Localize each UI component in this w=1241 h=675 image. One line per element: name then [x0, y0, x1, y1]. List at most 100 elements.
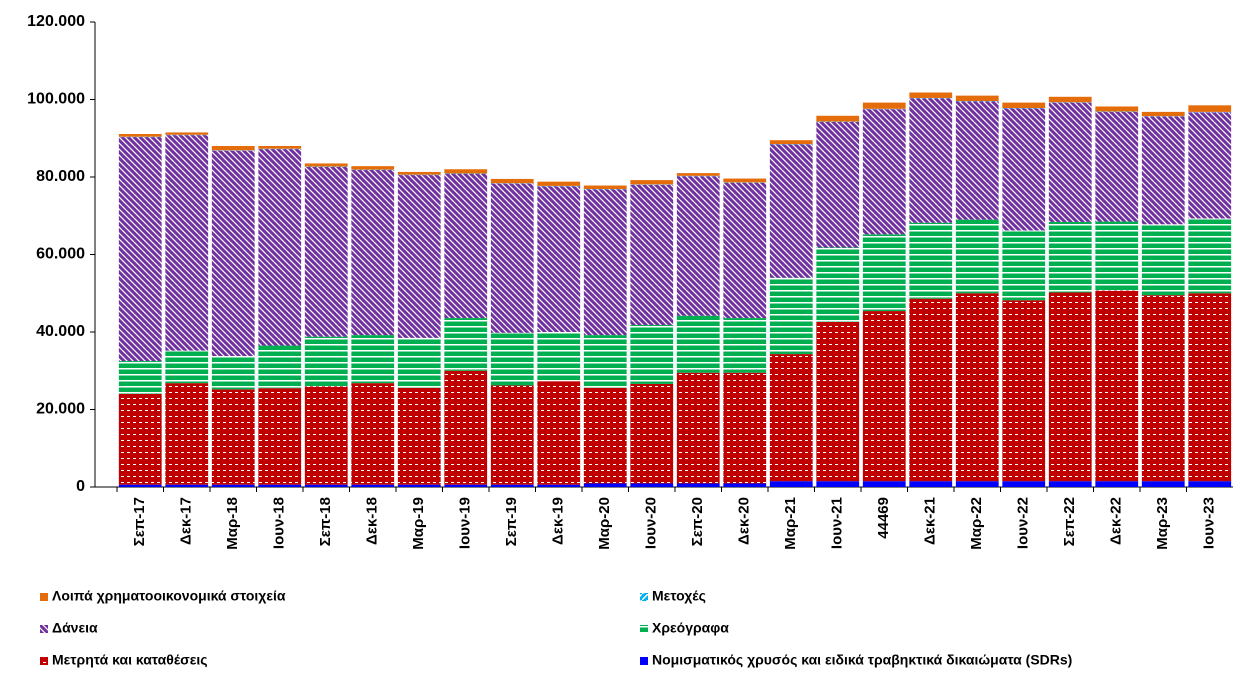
- bar-segment: [397, 484, 441, 487]
- legend-label: Μετρητά και καταθέσεις: [52, 652, 208, 668]
- bar-segment: [1095, 481, 1139, 487]
- bar-segment: [909, 222, 953, 299]
- bar-segment: [1141, 111, 1185, 117]
- bar-segment: [304, 386, 348, 485]
- x-tick-label: Δεκ-18: [364, 497, 381, 545]
- bar-segment: [816, 321, 860, 482]
- bar-segment: [118, 394, 162, 485]
- x-tick-label: Ιουν-19: [457, 497, 474, 549]
- bar-segment: [1048, 102, 1092, 222]
- bar-segment: [769, 144, 813, 278]
- x-tick-label: Μαρ-21: [782, 497, 799, 550]
- x-tick-label: Μαρ-23: [1154, 497, 1171, 550]
- legend-label: Λοιπά χρηματοοικονομικά στοιχεία: [52, 588, 286, 604]
- bar-segment: [304, 484, 348, 487]
- bar-segment: [1048, 481, 1092, 487]
- x-tick-label: Δεκ-17: [178, 497, 195, 545]
- x-tick-label: Ιουν-21: [829, 497, 846, 549]
- bar-segment: [1002, 481, 1046, 487]
- bar-segment: [862, 109, 906, 235]
- bar-segment: [1188, 112, 1232, 219]
- x-tick-label: Ιουν-20: [643, 497, 660, 549]
- x-tick-label: Σεπ-17: [131, 497, 148, 546]
- legend-swatch: [40, 625, 48, 633]
- bar-segment: [909, 98, 953, 223]
- bar-segment: [397, 387, 441, 485]
- bar-segment: [490, 183, 534, 333]
- bar-segment: [165, 132, 209, 135]
- x-tick-label: Σεπ-22: [1061, 497, 1078, 546]
- bar-segment: [211, 389, 255, 485]
- bar-segment: [165, 484, 209, 487]
- y-tick-label: 100.000: [27, 91, 85, 108]
- bar-segment: [1048, 96, 1092, 103]
- bar-segment: [351, 484, 395, 487]
- bar-segment: [723, 178, 767, 183]
- bar-segment: [211, 484, 255, 487]
- bar-segment: [397, 171, 441, 175]
- bar-segment: [723, 182, 767, 319]
- bar-segment: [211, 356, 255, 390]
- bar-segment: [723, 483, 767, 487]
- bar-segment: [537, 332, 581, 382]
- x-tick-label: Δεκ-21: [922, 497, 939, 545]
- bar-segment: [955, 101, 999, 220]
- bar-segment: [583, 335, 627, 388]
- bar-segment: [537, 484, 581, 487]
- bar-segment: [118, 137, 162, 362]
- bar-segment: [1141, 116, 1185, 225]
- bar-segment: [304, 163, 348, 167]
- bar-segment: [537, 186, 581, 332]
- bar-segment: [769, 354, 813, 482]
- legend-swatch: [640, 657, 648, 665]
- x-tick-label: Μαρ-19: [410, 497, 427, 550]
- bar-segment: [862, 311, 906, 482]
- bar-segment: [630, 180, 674, 185]
- bar-segment: [630, 325, 674, 384]
- bar-segment: [816, 247, 860, 322]
- bar-segment: [583, 189, 627, 336]
- bar-segment: [490, 385, 534, 485]
- y-tick-label: 60.000: [36, 246, 85, 263]
- bar-segment: [118, 484, 162, 487]
- bar-segment: [304, 336, 348, 387]
- bar-segment: [1002, 102, 1046, 109]
- legend-label: Χρεόγραφα: [652, 620, 729, 636]
- legend-label: Δάνεια: [52, 620, 98, 636]
- bar-segment: [444, 318, 488, 371]
- bar-segment: [676, 372, 720, 484]
- bar-segment: [862, 102, 906, 109]
- bar-segment: [258, 149, 302, 346]
- legend-swatch: [640, 593, 648, 601]
- y-tick-label: 80.000: [36, 168, 85, 185]
- x-tick-label: Σεπ-18: [317, 497, 334, 546]
- bar-segment: [165, 383, 209, 485]
- legend-label: Νομισματικός χρυσός και ειδικά τραβηκτικ…: [652, 652, 1072, 668]
- bar-segment: [862, 481, 906, 487]
- bar-segment: [955, 481, 999, 487]
- bar-segment: [1095, 221, 1139, 291]
- bar-segment: [1048, 221, 1092, 293]
- bar-segment: [583, 483, 627, 487]
- bar-segment: [537, 381, 581, 485]
- bar-segment: [351, 335, 395, 384]
- bar-segment: [769, 481, 813, 487]
- x-tick-label: Δεκ-19: [550, 497, 567, 545]
- bar-segment: [1002, 108, 1046, 231]
- bar-segment: [676, 315, 720, 373]
- bar-segment: [1002, 230, 1046, 301]
- bar-segment: [676, 483, 720, 487]
- bar-segment: [397, 175, 441, 338]
- bar-segment: [955, 219, 999, 294]
- y-tick-label: 120.000: [27, 13, 85, 30]
- bar-segment: [676, 173, 720, 176]
- x-tick-label: Μαρ-18: [224, 497, 241, 550]
- bar-segment: [1095, 106, 1139, 112]
- bar-segment: [165, 135, 209, 351]
- bar-segment: [211, 146, 255, 151]
- bar-segment: [1188, 293, 1232, 482]
- bar-segment: [816, 121, 860, 248]
- bar-segment: [1095, 111, 1139, 222]
- bar-segment: [723, 318, 767, 373]
